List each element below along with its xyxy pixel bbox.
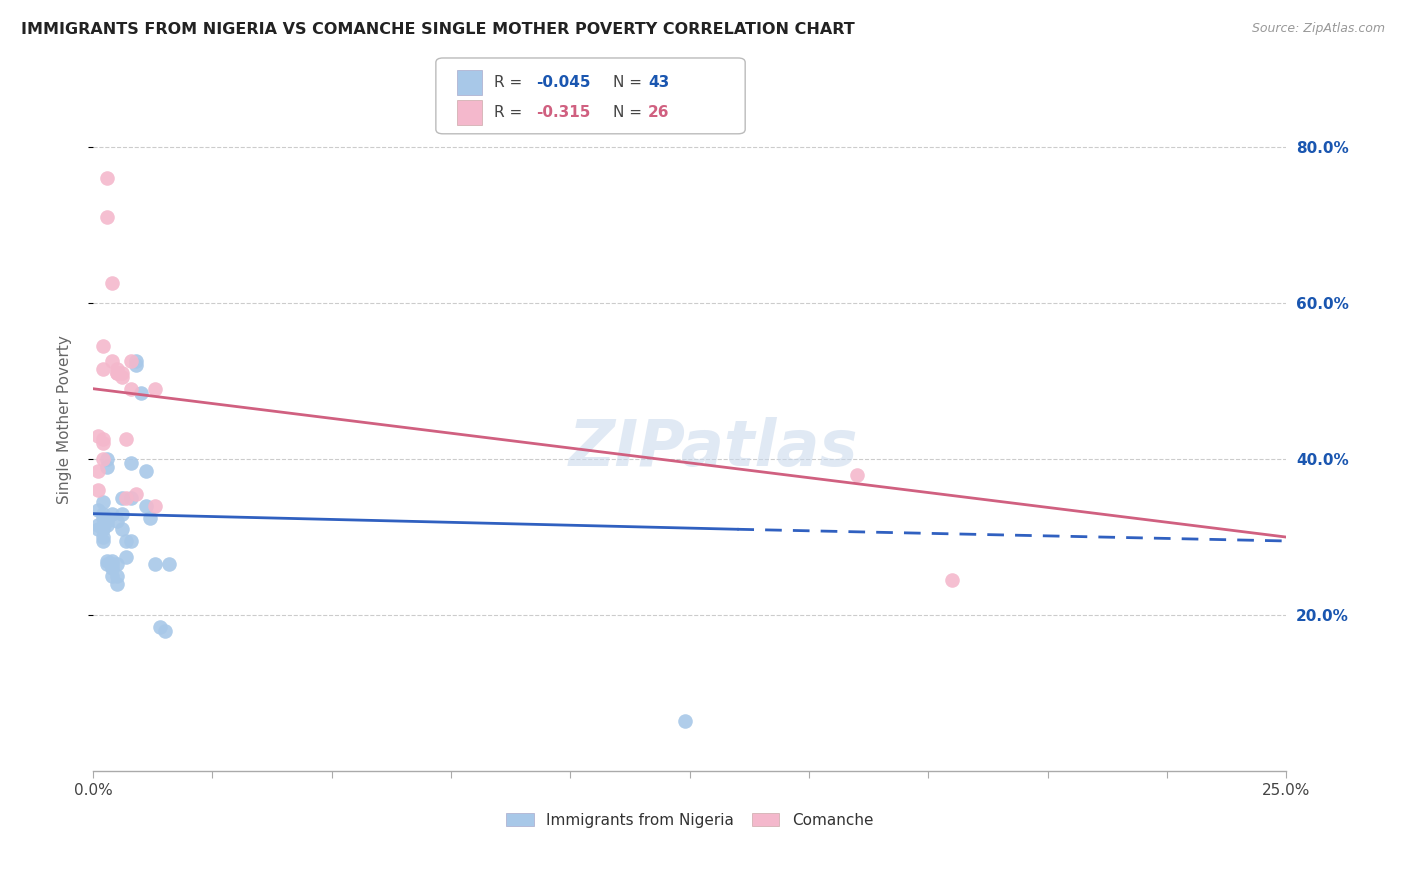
Text: R =: R = <box>494 75 527 90</box>
Point <box>91 533 114 548</box>
Text: -0.315: -0.315 <box>536 105 591 120</box>
Point <box>96 170 118 185</box>
Point <box>101 507 124 521</box>
Point <box>87 464 110 478</box>
Point <box>111 491 134 505</box>
Point <box>105 366 128 380</box>
Point <box>91 507 114 521</box>
Point <box>101 558 124 572</box>
Point <box>105 558 128 572</box>
Point <box>941 573 963 587</box>
Text: N =: N = <box>613 75 647 90</box>
Point <box>96 553 118 567</box>
Point <box>105 577 128 591</box>
Point <box>111 507 134 521</box>
Point <box>125 358 148 372</box>
Point <box>111 522 134 536</box>
Text: N =: N = <box>613 105 647 120</box>
Point <box>120 456 142 470</box>
Point <box>96 210 118 224</box>
Text: 43: 43 <box>648 75 669 90</box>
Text: Source: ZipAtlas.com: Source: ZipAtlas.com <box>1251 22 1385 36</box>
Point <box>91 339 114 353</box>
Point <box>91 433 114 447</box>
Text: 26: 26 <box>648 105 669 120</box>
Point <box>134 464 156 478</box>
Point <box>111 370 134 384</box>
Point <box>143 499 166 513</box>
Point <box>120 382 142 396</box>
Text: R =: R = <box>494 105 531 120</box>
Text: ZIPatlas: ZIPatlas <box>569 417 858 479</box>
Point <box>149 620 172 634</box>
Point <box>101 277 124 291</box>
Point <box>143 382 166 396</box>
Point <box>120 533 142 548</box>
Point <box>115 491 138 505</box>
Point <box>134 499 156 513</box>
Point <box>157 558 180 572</box>
Point <box>139 510 162 524</box>
Point <box>120 491 142 505</box>
Point <box>143 558 166 572</box>
Y-axis label: Single Mother Poverty: Single Mother Poverty <box>58 335 72 504</box>
Point <box>129 385 152 400</box>
Point <box>91 530 114 544</box>
Point <box>101 553 124 567</box>
Text: -0.045: -0.045 <box>536 75 591 90</box>
Point <box>96 558 118 572</box>
Point <box>87 522 110 536</box>
Point <box>87 428 110 442</box>
Point <box>153 624 176 638</box>
Point <box>91 522 114 536</box>
Point <box>91 495 114 509</box>
Point <box>845 467 868 482</box>
Point <box>91 436 114 450</box>
Point <box>87 483 110 498</box>
Point <box>105 366 128 380</box>
Point <box>105 362 128 376</box>
Point <box>115 549 138 564</box>
Point <box>101 354 124 368</box>
Point <box>96 515 118 529</box>
Point <box>115 433 138 447</box>
Point <box>96 518 118 533</box>
Point <box>101 569 124 583</box>
Point <box>120 354 142 368</box>
Text: IMMIGRANTS FROM NIGERIA VS COMANCHE SINGLE MOTHER POVERTY CORRELATION CHART: IMMIGRANTS FROM NIGERIA VS COMANCHE SING… <box>21 22 855 37</box>
Point <box>105 569 128 583</box>
Point <box>96 459 118 474</box>
Point <box>96 452 118 467</box>
Point <box>91 362 114 376</box>
Point <box>91 510 114 524</box>
Legend: Immigrants from Nigeria, Comanche: Immigrants from Nigeria, Comanche <box>501 806 879 834</box>
Point <box>105 515 128 529</box>
Point <box>87 502 110 516</box>
Point <box>111 366 134 380</box>
Point <box>673 714 696 728</box>
Point <box>125 354 148 368</box>
Point <box>87 518 110 533</box>
Point <box>115 533 138 548</box>
Point <box>91 452 114 467</box>
Point <box>101 561 124 575</box>
Point <box>125 487 148 501</box>
